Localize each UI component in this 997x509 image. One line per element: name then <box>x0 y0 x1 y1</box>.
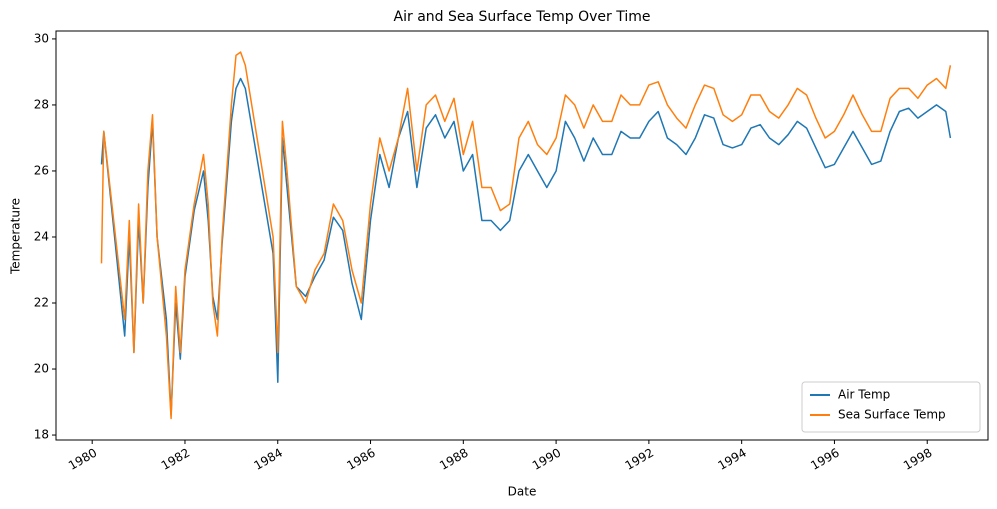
x-tick-label: 1994 <box>715 446 748 473</box>
x-tick-label: 1992 <box>623 446 656 473</box>
chart-title: Air and Sea Surface Temp Over Time <box>394 9 651 25</box>
y-axis-label: Temperature <box>9 198 23 275</box>
line-series <box>100 51 952 420</box>
y-tick-label: 24 <box>34 229 49 243</box>
x-tick-label: 1988 <box>437 446 470 473</box>
x-tick-label: 1990 <box>530 446 563 473</box>
y-tick-label: 26 <box>34 163 49 177</box>
x-tick-label: 1980 <box>66 446 99 473</box>
y-tick-label: 30 <box>34 31 49 45</box>
x-axis-label: Date <box>508 485 537 499</box>
x-tick-label: 1998 <box>901 446 934 473</box>
y-tick-label: 22 <box>34 296 49 310</box>
y-tick-label: 20 <box>34 362 49 376</box>
x-tick-label: 1982 <box>159 446 192 473</box>
legend-label: Sea Surface Temp <box>838 408 946 422</box>
x-tick-label: 1986 <box>344 446 377 473</box>
plot-frame <box>55 30 989 441</box>
legend-box <box>801 381 981 433</box>
x-tick-label: 1984 <box>252 446 285 473</box>
y-tick-label: 18 <box>34 428 49 442</box>
legend-label: Air Temp <box>838 388 890 402</box>
x-tick-label: 1996 <box>808 446 841 473</box>
line-series <box>100 77 952 416</box>
y-tick-label: 28 <box>34 97 49 111</box>
